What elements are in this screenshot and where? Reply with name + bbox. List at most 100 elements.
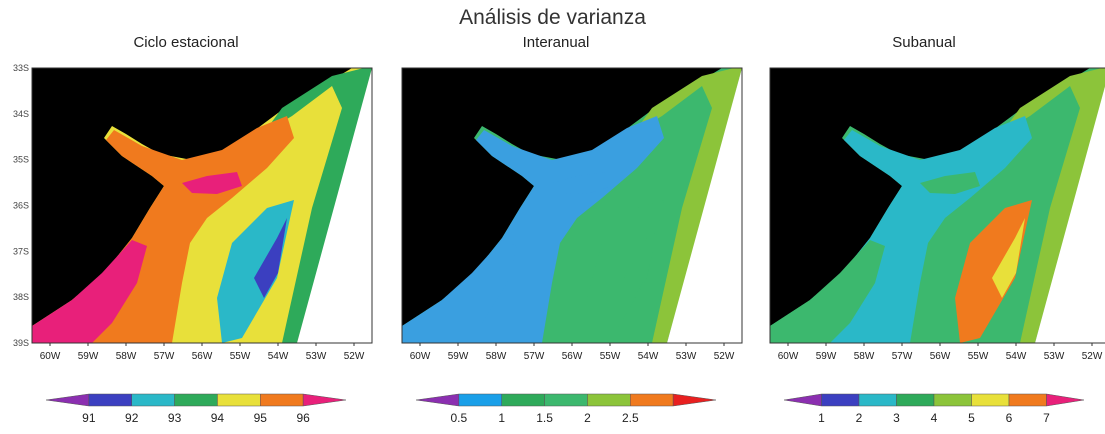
colorbar-label: 0.5 xyxy=(451,411,468,425)
colorbar-segment xyxy=(174,393,218,407)
region-shelf xyxy=(172,86,342,343)
region-coast-south xyxy=(587,200,664,343)
x-tick-label: 54W xyxy=(638,351,659,362)
panel-ciclo-estacional: Ciclo estacional 60W 59W 58W 57W 56W 55W 54W 53… xyxy=(6,34,373,434)
region-coast-low xyxy=(992,218,1025,298)
region-inner xyxy=(32,240,147,343)
region-coast-low xyxy=(254,218,287,298)
colorbar-label: 6 xyxy=(1006,411,1013,425)
x-tick-label: 53W xyxy=(306,351,327,362)
colorbar-segment xyxy=(821,393,860,407)
region-shelf xyxy=(542,86,712,343)
colorbar-segment xyxy=(131,393,175,407)
x-tick-label: 60W xyxy=(778,351,799,362)
panel-title: Ciclo estacional xyxy=(133,34,239,51)
map-frame: 60W 59W 58W 57W 56W 55W 54W 53W 52W xyxy=(769,67,1105,362)
panel-subanual: Subanual 60W 59W 58W 57W 56W 55W 54W 53W 52W 1 2 3 4… xyxy=(744,34,1105,434)
x-tick-label: 57W xyxy=(154,351,175,362)
x-tick-label: 55W xyxy=(600,351,621,362)
x-tick-label: 59W xyxy=(78,351,99,362)
ocean-mask xyxy=(667,68,742,343)
colorbar-0: 91 92 93 94 95 96 xyxy=(45,393,347,425)
colorbar-segment xyxy=(858,393,897,407)
colorbar-label: 2.5 xyxy=(622,411,639,425)
colorbar-segment xyxy=(1008,393,1047,407)
region-shelf xyxy=(910,86,1080,343)
x-tick-label: 52W xyxy=(714,351,735,362)
map-2: 60W 59W 58W 57W 56W 55W 54W 53W 52W xyxy=(769,67,1105,362)
colorbar-1: 0.5 1 1.5 2 2.5 xyxy=(415,393,717,425)
x-tick-label: 58W xyxy=(486,351,507,362)
colorbar-label: 1 xyxy=(818,411,825,425)
region-coast-south xyxy=(217,200,294,343)
map-frame: 60W 59W 58W 57W 56W 55W 54W 53W 52W 33S 34S 35S 36S 3… xyxy=(13,63,373,362)
colorbar-label: 2 xyxy=(584,411,591,425)
x-tick-label: 58W xyxy=(116,351,137,362)
colorbar-segment xyxy=(672,393,717,407)
colorbar-segment xyxy=(217,393,261,407)
colorbar-label: 96 xyxy=(296,411,310,425)
colorbar-segment xyxy=(630,393,674,407)
colorbar-label: 92 xyxy=(125,411,139,425)
x-tick-label: 59W xyxy=(448,351,469,362)
colorbar-2: 1 2 3 4 5 6 7 xyxy=(783,393,1085,425)
colorbar-segment xyxy=(933,393,972,407)
y-tick-label: 36S xyxy=(13,201,29,211)
colorbar-segment xyxy=(971,393,1010,407)
panel-interanual: Interanual 60W 59W 58W 57W 56W 55W 54W 53W 52W 0.… xyxy=(376,34,743,434)
colorbar-segment xyxy=(1046,393,1085,407)
x-tick-label: 53W xyxy=(1044,351,1065,362)
colorbar-label: 3 xyxy=(893,411,900,425)
x-tick-label: 60W xyxy=(410,351,431,362)
colorbar-segment xyxy=(783,393,822,407)
region-inner xyxy=(182,172,242,194)
region-inner xyxy=(402,240,517,343)
panel-title: Subanual xyxy=(892,34,956,51)
colorbar-segment xyxy=(587,393,631,407)
ocean-mask xyxy=(297,68,372,343)
map-1: 60W 59W 58W 57W 56W 55W 54W 53W 52W xyxy=(401,67,743,362)
x-tick-label: 59W xyxy=(816,351,837,362)
x-tick-label: 57W xyxy=(892,351,913,362)
region-coast-south xyxy=(955,200,1032,343)
x-tick-label: 54W xyxy=(1006,351,1027,362)
colorbar-segment xyxy=(896,393,935,407)
x-tick-label: 53W xyxy=(676,351,697,362)
x-tick-label: 55W xyxy=(230,351,251,362)
colorbar-segment xyxy=(45,393,90,407)
region-inner xyxy=(552,172,612,194)
colorbar-label: 91 xyxy=(82,411,96,425)
colorbar-segment xyxy=(260,393,304,407)
y-tick-label: 34S xyxy=(13,109,29,119)
y-tick-label: 38S xyxy=(13,292,29,302)
colorbar-segment xyxy=(302,393,347,407)
colorbar-segment xyxy=(501,393,545,407)
colorbar-label: 1.5 xyxy=(536,411,553,425)
colorbar-segment xyxy=(88,393,132,407)
figure-title: Análisis de varianza xyxy=(459,6,646,29)
y-tick-label: 33S xyxy=(13,63,29,73)
y-tick-label: 37S xyxy=(13,246,29,256)
colorbar-label: 94 xyxy=(211,411,225,425)
x-tick-label: 56W xyxy=(930,351,951,362)
colorbar-label: 2 xyxy=(856,411,863,425)
region-inner xyxy=(920,172,980,194)
y-tick-label: 35S xyxy=(13,155,29,165)
x-tick-label: 57W xyxy=(524,351,545,362)
x-tick-label: 56W xyxy=(562,351,583,362)
colorbar-label: 7 xyxy=(1043,411,1050,425)
colorbar-label: 1 xyxy=(498,411,505,425)
x-tick-label: 52W xyxy=(1082,351,1103,362)
colorbar-label: 95 xyxy=(254,411,268,425)
panel-title: Interanual xyxy=(522,34,590,51)
colorbar-label: 4 xyxy=(931,411,938,425)
colorbar-segment xyxy=(458,393,502,407)
region-coast-low xyxy=(624,218,657,298)
map-0: 60W 59W 58W 57W 56W 55W 54W 53W 52W 33S 34S 35S 36S 3… xyxy=(13,63,373,362)
colorbar-label: 93 xyxy=(168,411,182,425)
region-inner xyxy=(770,240,885,343)
x-tick-label: 52W xyxy=(344,351,365,362)
ocean-mask xyxy=(1035,86,1105,343)
colorbar-segment xyxy=(415,393,460,407)
x-tick-label: 56W xyxy=(192,351,213,362)
